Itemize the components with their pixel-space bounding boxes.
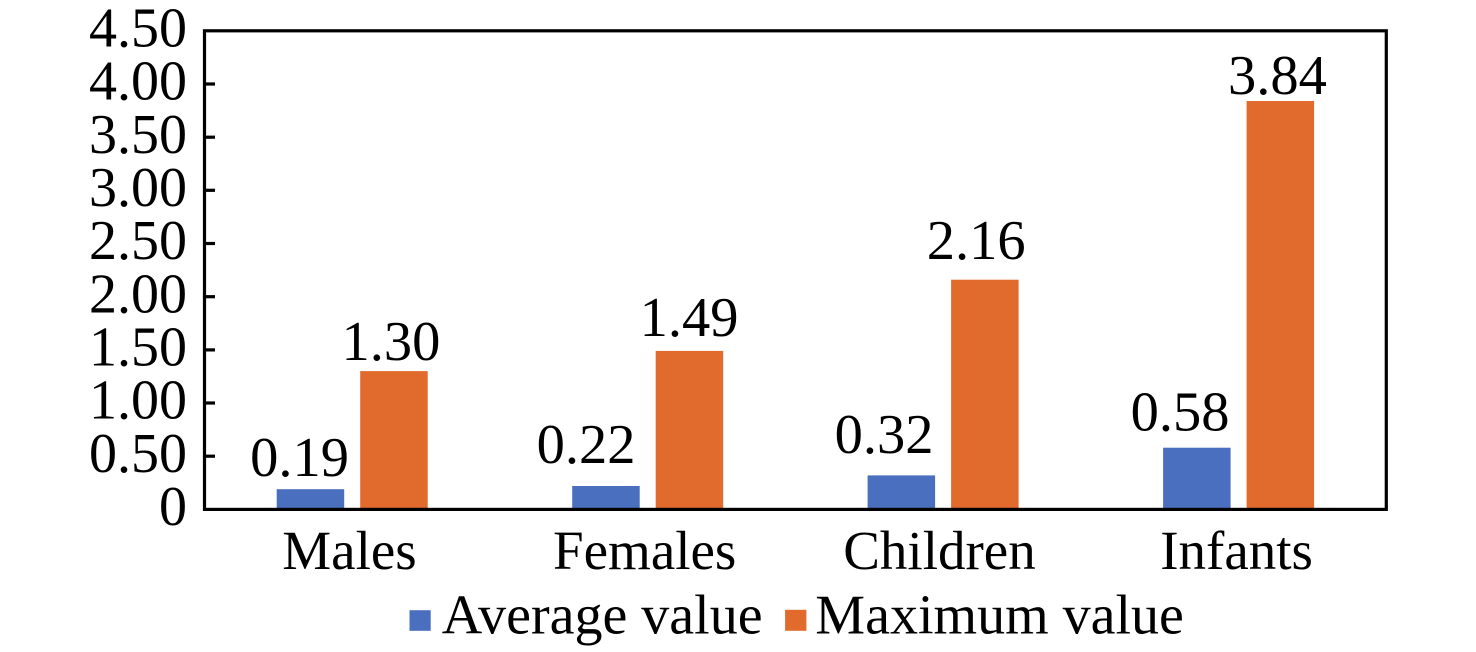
svg-text:Males: Males [282,520,416,581]
svg-text:1.30: 1.30 [341,311,440,373]
svg-text:Maximum value: Maximum value [815,585,1184,647]
svg-text:4.00: 4.00 [89,51,187,113]
svg-text:0.22: 0.22 [537,414,636,476]
svg-text:3.50: 3.50 [89,104,187,166]
svg-text:3.84: 3.84 [1228,45,1327,107]
svg-text:2.00: 2.00 [89,263,187,325]
svg-text:0.32: 0.32 [835,404,934,466]
svg-text:Average value: Average value [442,585,763,647]
svg-text:2.50: 2.50 [89,210,187,272]
svg-text:1.50: 1.50 [89,317,187,379]
svg-text:0.19: 0.19 [250,427,349,489]
svg-text:0.50: 0.50 [89,423,187,485]
svg-text:3.00: 3.00 [89,157,187,219]
svg-text:Infants: Infants [1160,520,1313,581]
svg-text:Females: Females [553,520,736,581]
svg-text:4.50: 4.50 [89,0,187,60]
svg-text:2.16: 2.16 [927,210,1026,272]
svg-text:0.58: 0.58 [1131,382,1230,444]
svg-text:1.00: 1.00 [89,370,187,432]
svg-text:Children: Children [843,520,1035,581]
svg-text:1.49: 1.49 [640,287,739,349]
svg-text:0: 0 [159,476,187,538]
